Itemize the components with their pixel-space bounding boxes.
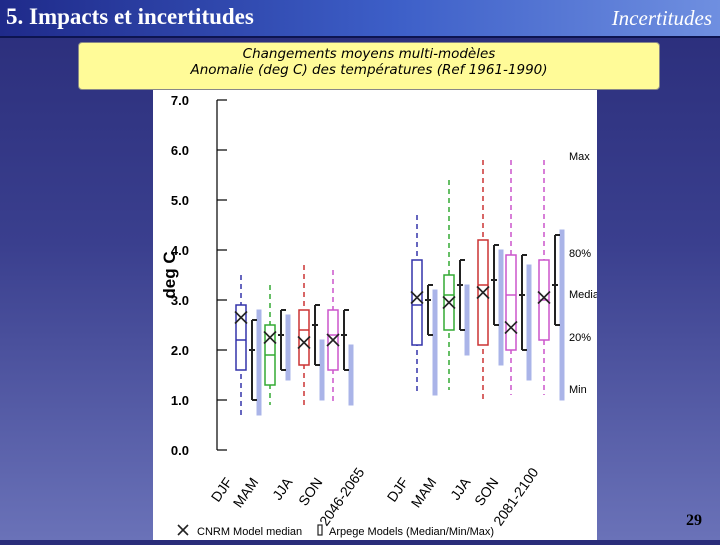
chart-subtitle-line1: Changements moyens multi-modèles	[242, 46, 496, 62]
legend-cnrm-marker	[177, 524, 189, 536]
legend-right-label: Min	[569, 384, 587, 396]
cnrm-marker	[326, 333, 340, 347]
y-tick-label: 5.0	[171, 193, 189, 208]
cnrm-marker	[410, 290, 424, 305]
group-label: 2046-2065	[316, 464, 368, 528]
cnrm-marker	[297, 335, 311, 350]
arpege-range-bar	[526, 264, 532, 381]
cnrm-marker	[234, 310, 248, 325]
cnrm-marker	[504, 320, 518, 335]
page-number: 29	[686, 512, 702, 529]
chart-panel: 0.0 1.0 2.0 3.0 4.0 5.0 6.0 7.0 deg C DJF MAM JJA SO…	[153, 90, 605, 540]
arpege-range-bar	[498, 249, 504, 366]
slide-title: 5. Impacts et incertitudes	[6, 4, 254, 29]
arpege-range-bar	[319, 339, 325, 401]
arpege-range-bar	[559, 229, 565, 401]
legend-right-label: 20%	[569, 332, 591, 344]
chart-subtitle-box: Changements moyens multi-modèles Anomali…	[78, 42, 660, 90]
legend-right-label: Max	[569, 151, 590, 163]
y-tick-label: 4.0	[171, 243, 189, 258]
arpege-range-bar	[464, 284, 470, 356]
cnrm-marker	[476, 285, 490, 300]
box-djf	[411, 259, 423, 346]
x-tick-label: SON	[295, 475, 326, 509]
box-son	[505, 254, 517, 351]
legend-right-label: 80%	[569, 248, 591, 260]
section-title: Incertitudes	[611, 6, 712, 30]
y-tick-label: 2.0	[171, 343, 189, 358]
arpege-range-bar	[256, 309, 262, 416]
cnrm-marker	[263, 330, 277, 345]
y-tick-label: 6.0	[171, 143, 189, 158]
x-tick-label: SON	[471, 475, 502, 509]
y-tick-label: 0.0	[171, 443, 189, 458]
x-tick-label: JJA	[269, 474, 296, 503]
box-djf	[235, 304, 247, 371]
y-axis-label: deg C	[160, 251, 179, 298]
chart-subtitle-line2: Anomalie (deg C) des températures (Ref 1…	[190, 62, 548, 78]
legend-right-label: Median	[569, 289, 597, 301]
x-tick-label: MAM	[230, 475, 262, 511]
y-tick-label: 1.0	[171, 393, 189, 408]
y-tick-label: 3.0	[171, 293, 189, 308]
legend-cnrm-label: CNRM Model median	[197, 526, 302, 538]
x-tick-label: JJA	[447, 474, 474, 503]
cnrm-marker	[442, 295, 456, 310]
box-jja	[298, 309, 310, 366]
slide-header: 5. Impacts et incertitudes Incertitudes	[0, 0, 720, 38]
group-label: 2081-2100	[490, 464, 542, 528]
x-tick-label: MAM	[408, 475, 440, 511]
arpege-range-bar	[285, 314, 291, 381]
legend-arpege-marker	[317, 524, 323, 536]
cnrm-marker	[537, 290, 551, 305]
arpege-range-bar	[432, 289, 438, 396]
arpege-range-bar	[348, 344, 354, 406]
y-tick-label: 7.0	[171, 93, 189, 108]
legend-arpege-label: Arpege Models (Median/Min/Max)	[329, 526, 494, 538]
